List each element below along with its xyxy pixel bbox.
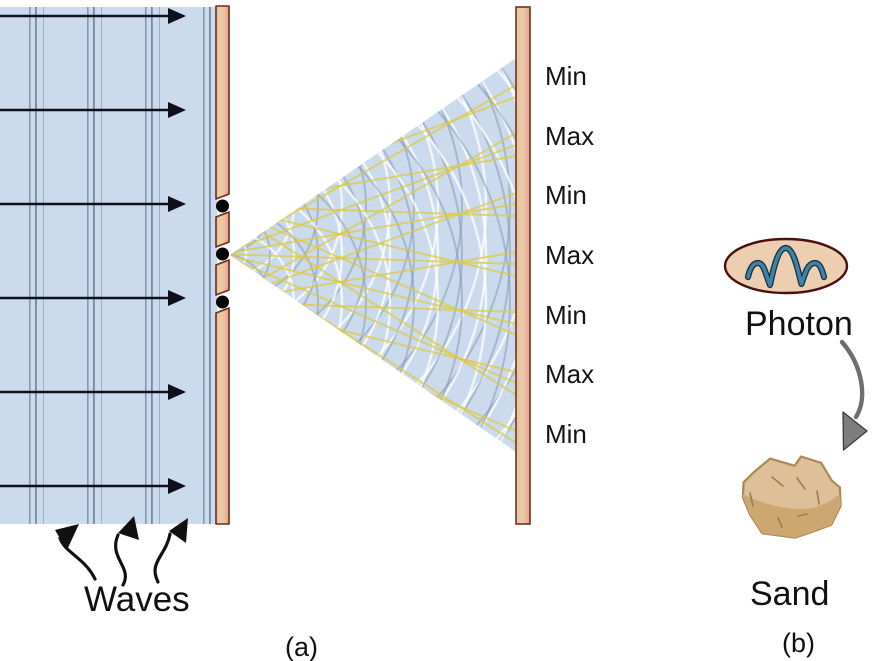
svg-text:Min: Min bbox=[545, 300, 587, 330]
svg-text:Photon: Photon bbox=[745, 305, 853, 343]
svg-text:Min: Min bbox=[545, 180, 587, 210]
svg-text:Max: Max bbox=[545, 121, 594, 151]
svg-text:Min: Min bbox=[545, 61, 587, 91]
svg-text:(a): (a) bbox=[285, 632, 318, 661]
svg-text:Max: Max bbox=[545, 359, 594, 389]
svg-text:Sand: Sand bbox=[750, 575, 829, 613]
svg-text:Max: Max bbox=[545, 240, 594, 270]
svg-text:Min: Min bbox=[545, 419, 587, 449]
svg-text:(b): (b) bbox=[782, 628, 815, 658]
svg-text:Waves: Waves bbox=[84, 580, 190, 619]
